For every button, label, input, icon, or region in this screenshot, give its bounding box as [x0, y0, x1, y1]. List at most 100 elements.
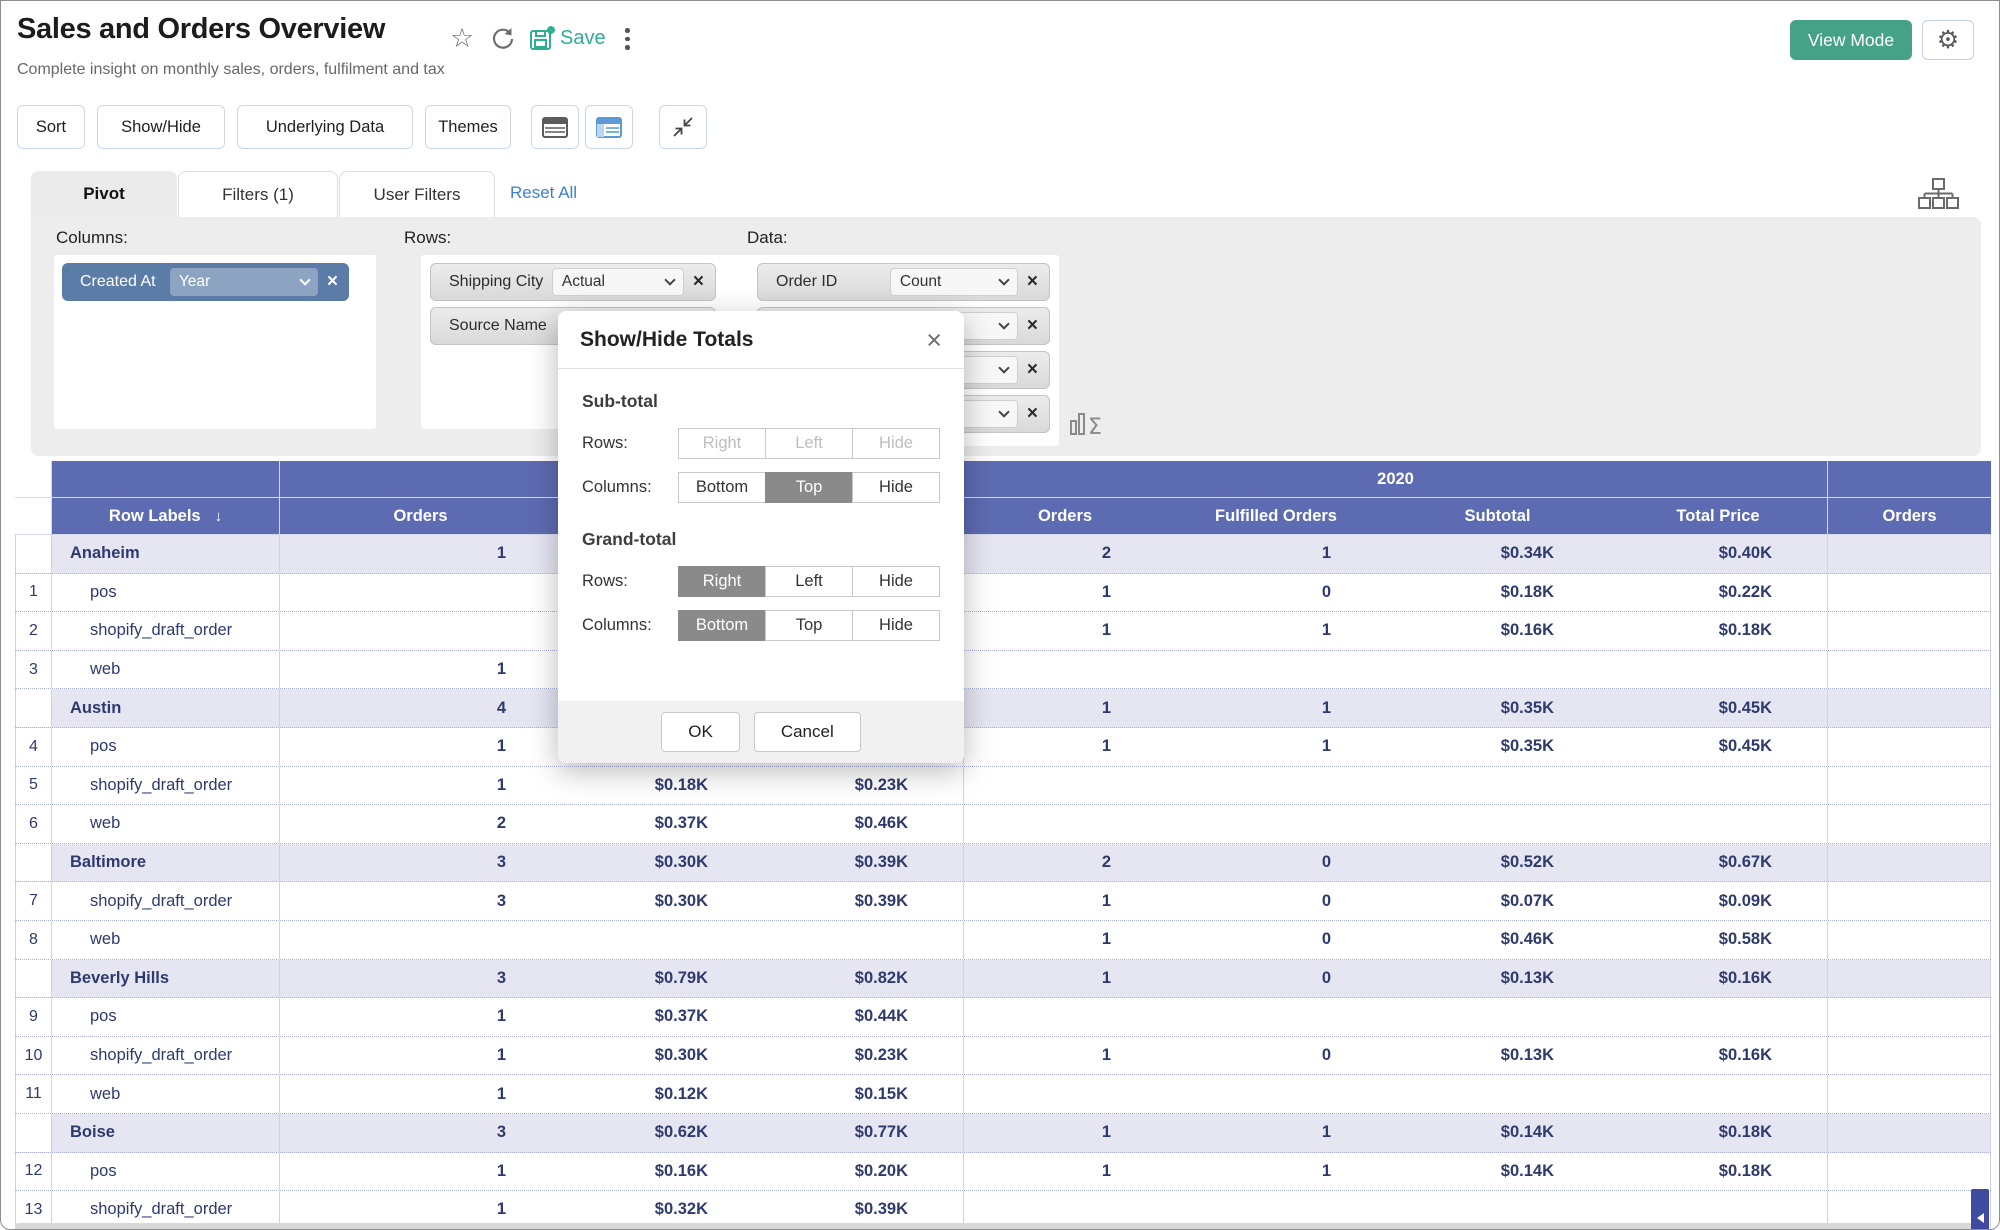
- cell-value[interactable]: $0.18K: [1609, 1152, 1828, 1191]
- cell-value[interactable]: [1828, 959, 1991, 998]
- cell-value[interactable]: [1386, 767, 1609, 805]
- row-labels-header[interactable]: Row Labels ↓: [52, 498, 280, 535]
- cell-value[interactable]: $0.39K: [763, 1191, 964, 1229]
- cell-value[interactable]: $0.18K: [1500, 582, 1554, 601]
- subtotal-columns-bottom[interactable]: Bottom: [678, 472, 766, 503]
- cell-value[interactable]: 0: [1321, 582, 1331, 601]
- cell-value[interactable]: 1: [1101, 737, 1111, 756]
- cell-value[interactable]: 1: [1321, 544, 1331, 563]
- row-label[interactable]: shopify_draft_order: [52, 1191, 280, 1229]
- cell-value[interactable]: [964, 767, 1166, 805]
- cell-value[interactable]: $0.14K: [1500, 1123, 1554, 1142]
- row-label[interactable]: pos: [52, 727, 280, 766]
- cell-value[interactable]: [1828, 535, 1991, 573]
- cell-value[interactable]: 2: [1101, 544, 1111, 563]
- remove-field-icon[interactable]: ×: [326, 271, 338, 292]
- cell-value[interactable]: [1828, 1075, 1991, 1113]
- cell-value[interactable]: [1386, 805, 1609, 843]
- cell-value[interactable]: 1: [496, 660, 506, 679]
- col-header-total-price[interactable]: Total Price: [1609, 498, 1828, 535]
- remove-field-icon[interactable]: ×: [692, 271, 704, 292]
- sort-descending-icon[interactable]: ↓: [214, 507, 223, 525]
- cell-value[interactable]: [1609, 805, 1828, 843]
- row-label[interactable]: shopify_draft_order: [52, 882, 280, 920]
- view-mode-button[interactable]: View Mode: [1790, 20, 1912, 60]
- hierarchy-view-icon[interactable]: [1917, 177, 1959, 216]
- field-chip-order-id[interactable]: Order ID Count ×: [757, 263, 1050, 301]
- cell-value[interactable]: $0.67K: [1609, 843, 1828, 882]
- cell-value[interactable]: [1609, 650, 1828, 689]
- grandtotal-columns-hide[interactable]: Hide: [852, 610, 940, 641]
- cell-value[interactable]: [964, 998, 1166, 1036]
- cell-value[interactable]: 3: [496, 853, 506, 872]
- cell-value[interactable]: [1828, 573, 1991, 612]
- cell-value[interactable]: $0.40K: [1609, 535, 1828, 573]
- tab-filters[interactable]: Filters (1): [178, 171, 338, 217]
- subtotal-rows-left[interactable]: Left: [765, 428, 853, 459]
- cell-value[interactable]: 3: [496, 891, 506, 910]
- cell-value[interactable]: $0.20K: [763, 1152, 964, 1191]
- cell-value[interactable]: [1828, 1152, 1991, 1191]
- cell-value[interactable]: $0.45K: [1609, 727, 1828, 766]
- grandtotal-columns-top[interactable]: Top: [765, 610, 853, 641]
- row-label[interactable]: pos: [52, 998, 280, 1036]
- cell-value[interactable]: $0.18K: [654, 775, 708, 794]
- horizontal-scrollbar-track[interactable]: [15, 1223, 1973, 1229]
- cell-value[interactable]: $0.45K: [1609, 689, 1828, 727]
- settings-gear-icon[interactable]: ⚙: [1922, 20, 1974, 60]
- cell-value[interactable]: [1828, 689, 1991, 727]
- cell-value[interactable]: $0.39K: [763, 843, 964, 882]
- cell-value[interactable]: 1: [1101, 698, 1111, 717]
- cell-value[interactable]: [1609, 998, 1828, 1036]
- field-chip-created-at[interactable]: Created At Year ×: [62, 263, 349, 301]
- cell-value[interactable]: 1: [496, 544, 506, 563]
- remove-field-icon[interactable]: ×: [1026, 271, 1038, 292]
- reset-all-link[interactable]: Reset All: [510, 183, 578, 202]
- cell-value[interactable]: [1166, 651, 1386, 689]
- cell-value[interactable]: $0.30K: [654, 891, 708, 910]
- cell-value[interactable]: 3: [496, 1123, 506, 1142]
- col-header-orders-g1[interactable]: Orders: [280, 498, 561, 535]
- cell-value[interactable]: $0.58K: [1609, 920, 1828, 959]
- grandtotal-rows-right[interactable]: Right: [678, 566, 766, 597]
- cell-value[interactable]: [280, 574, 561, 612]
- compact-table-view-icon[interactable]: [531, 105, 579, 149]
- created-at-granularity-select[interactable]: Year: [169, 268, 318, 296]
- grandtotal-columns-bottom[interactable]: Bottom: [678, 610, 766, 641]
- cell-value[interactable]: [1828, 882, 1991, 920]
- cell-value[interactable]: [763, 920, 964, 959]
- cell-value[interactable]: 1: [496, 1007, 506, 1026]
- cell-value[interactable]: 4: [496, 698, 506, 717]
- tab-pivot[interactable]: Pivot: [31, 171, 177, 217]
- cell-value[interactable]: 1: [1101, 582, 1111, 601]
- col-header-orders-g3[interactable]: Orders: [1828, 498, 1991, 535]
- col-header-fulfilled-orders[interactable]: Fulfilled Orders: [1166, 498, 1386, 535]
- cell-value[interactable]: $0.09K: [1609, 882, 1828, 920]
- row-label[interactable]: pos: [52, 573, 280, 612]
- row-label[interactable]: Anaheim: [52, 535, 280, 573]
- cell-value[interactable]: [1828, 805, 1991, 843]
- cell-value[interactable]: 0: [1321, 930, 1331, 949]
- cell-value[interactable]: 0: [1321, 1046, 1331, 1065]
- cell-value[interactable]: [1828, 920, 1991, 959]
- row-label[interactable]: shopify_draft_order: [52, 766, 280, 805]
- cell-value[interactable]: [1609, 766, 1828, 805]
- remove-field-icon[interactable]: ×: [1026, 315, 1038, 336]
- field-chip-shipping-city[interactable]: Shipping City Actual ×: [430, 263, 716, 301]
- cell-value[interactable]: $0.35K: [1500, 698, 1554, 717]
- cell-value[interactable]: $0.16K: [1609, 959, 1828, 998]
- cell-value[interactable]: $0.14K: [1500, 1161, 1554, 1180]
- cell-value[interactable]: $0.77K: [763, 1113, 964, 1152]
- cell-value[interactable]: [1386, 1075, 1609, 1113]
- subtotal-rows-right[interactable]: Right: [678, 428, 766, 459]
- cell-value[interactable]: $0.16K: [654, 1161, 708, 1180]
- row-label[interactable]: Boise: [52, 1113, 280, 1152]
- cell-value[interactable]: [964, 1075, 1166, 1113]
- tab-user-filters[interactable]: User Filters: [339, 171, 495, 217]
- row-label[interactable]: web: [52, 805, 280, 843]
- cell-value[interactable]: $0.62K: [654, 1123, 708, 1142]
- cell-value[interactable]: [1828, 998, 1991, 1036]
- cell-value[interactable]: [280, 921, 561, 959]
- cell-value[interactable]: $0.44K: [763, 998, 964, 1036]
- cell-value[interactable]: 1: [1101, 621, 1111, 640]
